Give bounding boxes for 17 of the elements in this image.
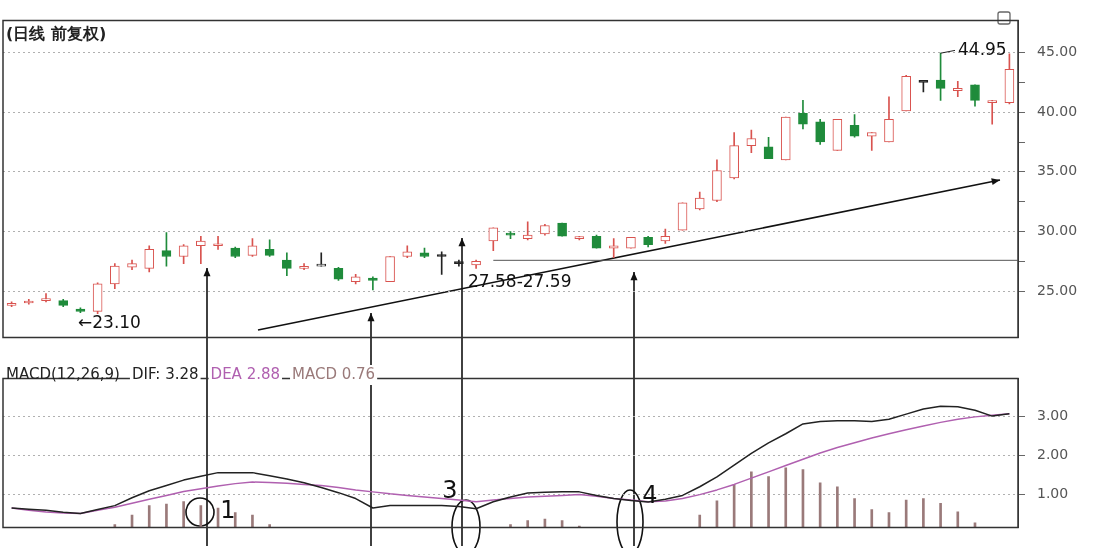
annotation: 44.95: [958, 38, 1007, 59]
y-tick-label: 30.00: [1037, 222, 1078, 239]
text: MACD 0.76: [292, 364, 376, 383]
y-tick-label: 25.00: [1037, 281, 1078, 298]
y-tick-label: 1.00: [1037, 485, 1069, 502]
annotation: ←23.10: [78, 312, 141, 333]
chart-title: MACD(12,26,9): [6, 364, 120, 383]
annotation: 1: [220, 496, 236, 525]
text: DIF: 3.28: [131, 364, 199, 383]
y-tick-label: 35.00: [1037, 162, 1078, 179]
chart-title: (日线 前复权): [6, 23, 107, 43]
y-tick-label: 40.00: [1037, 102, 1078, 119]
annotation: 3: [442, 476, 458, 505]
y-tick-label: 3.00: [1037, 406, 1069, 423]
text: DEA 2.88: [210, 364, 281, 383]
y-tick-label: 2.00: [1037, 446, 1069, 462]
y-tick-label: 45.00: [1037, 43, 1078, 60]
